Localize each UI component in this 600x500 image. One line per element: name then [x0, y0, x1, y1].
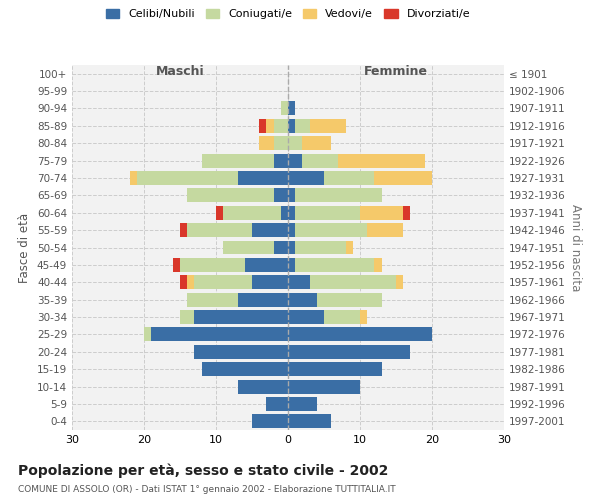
Bar	[367, 223, 403, 237]
Bar	[194, 345, 288, 358]
Bar	[259, 119, 266, 133]
Bar	[180, 310, 194, 324]
Bar	[302, 154, 338, 168]
Bar	[274, 240, 288, 254]
Bar	[274, 188, 288, 202]
Bar	[144, 328, 151, 342]
Bar	[396, 276, 403, 289]
Bar	[288, 206, 295, 220]
Bar	[288, 102, 295, 116]
Bar	[288, 380, 360, 394]
Bar	[302, 136, 331, 150]
Bar	[288, 154, 302, 168]
Bar	[288, 258, 295, 272]
Bar	[223, 240, 274, 254]
Bar	[288, 119, 295, 133]
Bar	[324, 310, 360, 324]
Bar	[274, 154, 288, 168]
Bar	[187, 223, 252, 237]
Bar	[295, 223, 367, 237]
Bar	[252, 414, 288, 428]
Bar	[151, 328, 288, 342]
Bar	[180, 276, 187, 289]
Bar	[295, 258, 374, 272]
Bar	[295, 119, 310, 133]
Bar	[288, 292, 317, 306]
Bar	[266, 119, 274, 133]
Bar	[259, 136, 274, 150]
Text: Femmine: Femmine	[364, 65, 428, 78]
Bar	[374, 258, 382, 272]
Bar	[223, 206, 281, 220]
Bar	[137, 171, 238, 185]
Bar	[238, 171, 288, 185]
Bar	[360, 310, 367, 324]
Bar	[187, 188, 274, 202]
Bar	[288, 136, 302, 150]
Bar	[288, 276, 310, 289]
Bar	[295, 188, 382, 202]
Legend: Celibi/Nubili, Coniugati/e, Vedovi/e, Divorziati/e: Celibi/Nubili, Coniugati/e, Vedovi/e, Di…	[106, 8, 470, 20]
Bar	[245, 258, 288, 272]
Bar	[238, 292, 288, 306]
Text: COMUNE DI ASSOLO (OR) - Dati ISTAT 1° gennaio 2002 - Elaborazione TUTTITALIA.IT: COMUNE DI ASSOLO (OR) - Dati ISTAT 1° ge…	[18, 485, 395, 494]
Bar	[288, 345, 410, 358]
Bar	[288, 310, 324, 324]
Bar	[288, 223, 295, 237]
Bar	[281, 206, 288, 220]
Bar	[346, 240, 353, 254]
Y-axis label: Fasce di età: Fasce di età	[19, 212, 31, 282]
Bar	[266, 397, 288, 411]
Bar	[288, 414, 331, 428]
Bar	[187, 292, 238, 306]
Bar	[180, 258, 245, 272]
Bar	[288, 328, 432, 342]
Bar	[338, 154, 425, 168]
Bar	[274, 119, 288, 133]
Bar	[281, 102, 288, 116]
Bar	[288, 240, 295, 254]
Bar	[194, 310, 288, 324]
Bar	[288, 188, 295, 202]
Bar	[274, 136, 288, 150]
Bar	[202, 154, 274, 168]
Bar	[310, 276, 396, 289]
Bar	[288, 171, 324, 185]
Bar	[295, 240, 346, 254]
Bar	[130, 171, 137, 185]
Bar	[360, 206, 403, 220]
Bar	[403, 206, 410, 220]
Bar	[194, 276, 252, 289]
Y-axis label: Anni di nascita: Anni di nascita	[569, 204, 582, 291]
Bar	[173, 258, 180, 272]
Bar	[374, 171, 432, 185]
Bar	[295, 206, 360, 220]
Bar	[252, 223, 288, 237]
Bar	[202, 362, 288, 376]
Text: Maschi: Maschi	[155, 65, 205, 78]
Bar	[180, 223, 187, 237]
Bar	[238, 380, 288, 394]
Bar	[310, 119, 346, 133]
Bar	[216, 206, 223, 220]
Text: Popolazione per età, sesso e stato civile - 2002: Popolazione per età, sesso e stato civil…	[18, 464, 388, 478]
Bar	[187, 276, 194, 289]
Bar	[324, 171, 374, 185]
Bar	[252, 276, 288, 289]
Bar	[317, 292, 382, 306]
Bar	[288, 397, 317, 411]
Bar	[288, 362, 382, 376]
